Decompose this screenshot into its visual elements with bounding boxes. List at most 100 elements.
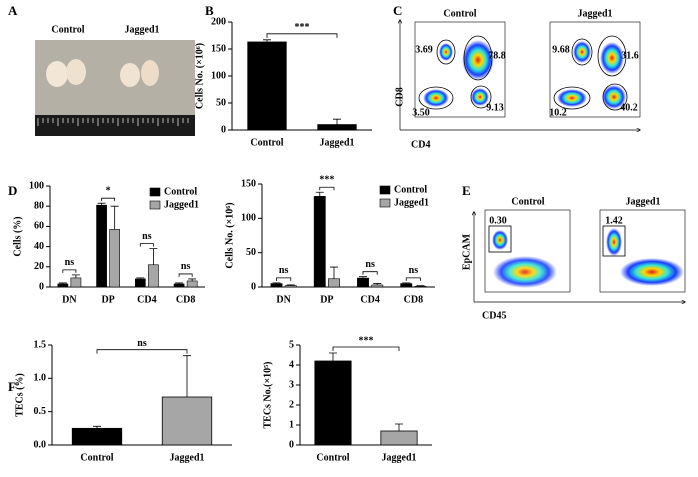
bar — [380, 430, 418, 446]
error-bar — [263, 39, 271, 42]
significance-bracket — [139, 243, 154, 247]
bar — [357, 277, 369, 288]
gate-value: 9.13 — [486, 102, 504, 113]
error-bar — [333, 118, 341, 125]
x-tick-label: CD4 — [137, 294, 156, 305]
flow-plot — [549, 21, 641, 118]
error-bar — [136, 277, 145, 279]
bar — [173, 283, 185, 288]
bar — [148, 264, 159, 288]
x-tick-label: Jagged1 — [320, 137, 355, 148]
significance-bracket — [178, 273, 193, 277]
legend-label: Control — [164, 186, 197, 197]
significance-label: ns — [279, 265, 289, 276]
x-tick-label: DP — [320, 294, 333, 305]
gate-value: 3.69 — [415, 44, 433, 55]
error-bar — [315, 191, 324, 197]
bar — [71, 427, 123, 446]
bar — [414, 286, 427, 288]
significance-bracket — [332, 346, 400, 351]
flow-title: Control — [443, 8, 476, 19]
y-tick-label: 80 — [34, 200, 44, 211]
gate-value: 40.2 — [620, 102, 638, 113]
error-bar — [93, 425, 101, 429]
bar — [57, 283, 69, 288]
significance-label: *** — [319, 175, 334, 186]
x-tick-label: CD4 — [360, 294, 379, 305]
y-tick-label: 100 — [29, 180, 44, 191]
y-tick-label: 0 — [289, 439, 294, 450]
flow-title: Control — [511, 196, 544, 207]
error-bar — [373, 283, 382, 285]
y-tick-label: 200 — [211, 16, 226, 27]
x-tick-label: DN — [276, 294, 291, 305]
y-tick-label: 100 — [211, 70, 226, 81]
significance-label: ns — [409, 265, 419, 276]
y-tick-label: 2 — [289, 399, 294, 410]
bar — [96, 204, 107, 288]
y-tick-label: 50 — [246, 247, 256, 258]
bar — [270, 283, 283, 288]
significance-bracket — [319, 186, 335, 191]
flow-plot — [414, 21, 506, 118]
gate-value: 3.50 — [412, 107, 430, 118]
y-tick-label: 20 — [34, 261, 44, 272]
error-bar — [329, 266, 338, 279]
error-bar — [395, 423, 403, 431]
x-tick-label: CD8 — [404, 294, 423, 305]
panel-label: D — [8, 183, 17, 198]
y-axis-label: Cells No. (×10⁶) — [224, 202, 235, 268]
y-tick-label: 1 — [289, 419, 294, 430]
legend-label: Jagged1 — [164, 199, 199, 210]
error-bar — [286, 284, 295, 286]
y-tick-label: 1.0 — [34, 373, 47, 384]
error-bar — [175, 282, 184, 284]
error-bar — [149, 248, 158, 265]
y-axis-label: Cells No. (×10⁶) — [194, 43, 205, 109]
error-bar — [110, 205, 119, 230]
bar — [161, 396, 213, 446]
panel-label: E — [462, 183, 471, 198]
legend-swatch — [379, 185, 391, 195]
error-bar — [188, 278, 197, 281]
x-tick-label: Jagged1 — [382, 452, 417, 463]
error-bar — [272, 282, 281, 284]
significance-bracket — [362, 271, 378, 275]
y-tick-label: 50 — [216, 97, 226, 108]
x-tick-label: Control — [250, 137, 283, 148]
x-tick-label: Jagged1 — [170, 452, 205, 463]
x-tick-label: DN — [62, 294, 77, 305]
significance-bracket — [62, 269, 77, 273]
panel-label: C — [393, 3, 402, 18]
bar — [186, 280, 198, 288]
y-tick-label: 0 — [221, 124, 226, 135]
flow-plot — [599, 209, 686, 293]
y-tick-label: 60 — [34, 221, 44, 232]
photo-label: Jagged1 — [125, 24, 160, 35]
error-bar — [71, 274, 80, 278]
x-tick-label: Control — [316, 452, 349, 463]
panel-label: A — [8, 3, 18, 18]
legend-label: Control — [394, 184, 427, 195]
y-tick-label: 5 — [289, 339, 294, 350]
flow-title: Jagged1 — [578, 8, 613, 19]
panel-label: B — [205, 3, 214, 18]
y-tick-label: 0.5 — [34, 406, 47, 417]
error-bar — [58, 282, 67, 284]
gate-value: 1.42 — [605, 215, 623, 226]
axis-label: EpCAM — [461, 233, 472, 270]
bar — [284, 285, 297, 288]
gate-value: 31.6 — [621, 50, 639, 61]
y-axis-label: Cells (%) — [12, 216, 23, 256]
y-tick-label: 3 — [289, 379, 294, 390]
error-bar — [183, 355, 191, 397]
significance-bracket — [96, 349, 188, 354]
significance-label: ns — [181, 261, 191, 272]
significance-bracket — [405, 277, 421, 281]
bar — [135, 278, 146, 288]
legend-swatch — [149, 187, 161, 197]
gate-value: 0.30 — [489, 215, 507, 226]
y-tick-label: 150 — [241, 178, 256, 189]
legend-swatch — [379, 198, 391, 208]
